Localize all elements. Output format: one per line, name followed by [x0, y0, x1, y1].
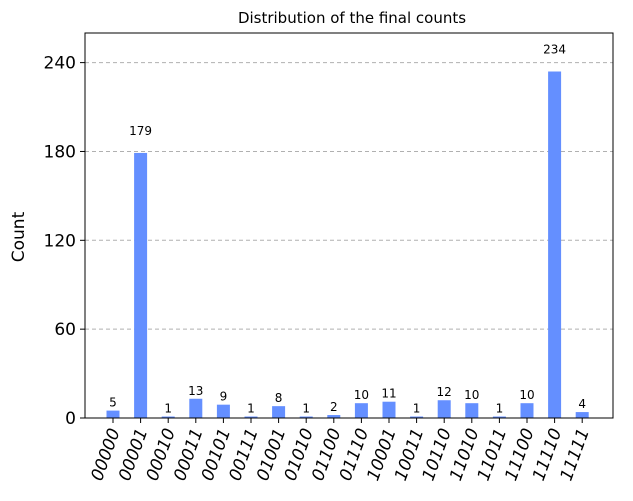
- bar: [410, 416, 424, 418]
- y-tick-label: 180: [44, 142, 76, 162]
- bar: [161, 416, 175, 418]
- y-tick-label: 60: [54, 320, 76, 340]
- bar: [106, 410, 120, 418]
- y-axis-label: Count: [9, 211, 29, 262]
- bar: [244, 416, 258, 418]
- bar: [299, 416, 313, 418]
- data-label: 2: [330, 400, 338, 414]
- bar: [382, 401, 396, 418]
- data-label: 10: [519, 388, 534, 402]
- bar: [327, 415, 341, 418]
- data-label: 8: [275, 391, 283, 405]
- y-tick-label: 0: [65, 409, 76, 429]
- bar: [520, 403, 534, 418]
- bars: [106, 71, 589, 418]
- data-label: 10: [464, 388, 479, 402]
- data-label: 12: [437, 385, 452, 399]
- x-ticks: 0000000001000100001100101001110100101010…: [87, 418, 594, 484]
- data-label: 1: [496, 402, 504, 416]
- chart-title: Distribution of the final counts: [238, 9, 466, 27]
- bar: [134, 152, 148, 418]
- data-label: 1: [164, 402, 172, 416]
- data-label: 13: [188, 384, 203, 398]
- bar: [548, 71, 562, 418]
- y-tick-label: 120: [44, 231, 76, 251]
- bar: [465, 403, 479, 418]
- gridlines: [85, 62, 613, 330]
- data-label: 1: [413, 402, 421, 416]
- data-label: 1: [247, 402, 255, 416]
- bar: [216, 404, 230, 418]
- data-label: 9: [220, 390, 228, 404]
- data-label: 179: [129, 124, 152, 138]
- bar: [575, 412, 589, 418]
- bar: [189, 398, 203, 418]
- data-label: 11: [381, 387, 396, 401]
- data-label: 1: [302, 402, 310, 416]
- bar: [272, 406, 286, 418]
- data-label: 5: [109, 396, 117, 410]
- bar: [437, 400, 451, 418]
- bar: [492, 416, 506, 418]
- y-tick-label: 240: [44, 54, 76, 74]
- data-label: 4: [578, 397, 586, 411]
- plot-frame: [84, 32, 614, 419]
- bar: [354, 403, 368, 418]
- data-label: 234: [543, 43, 566, 57]
- y-ticks: 0 60 120 180 240: [44, 54, 85, 429]
- data-label: 10: [354, 388, 369, 402]
